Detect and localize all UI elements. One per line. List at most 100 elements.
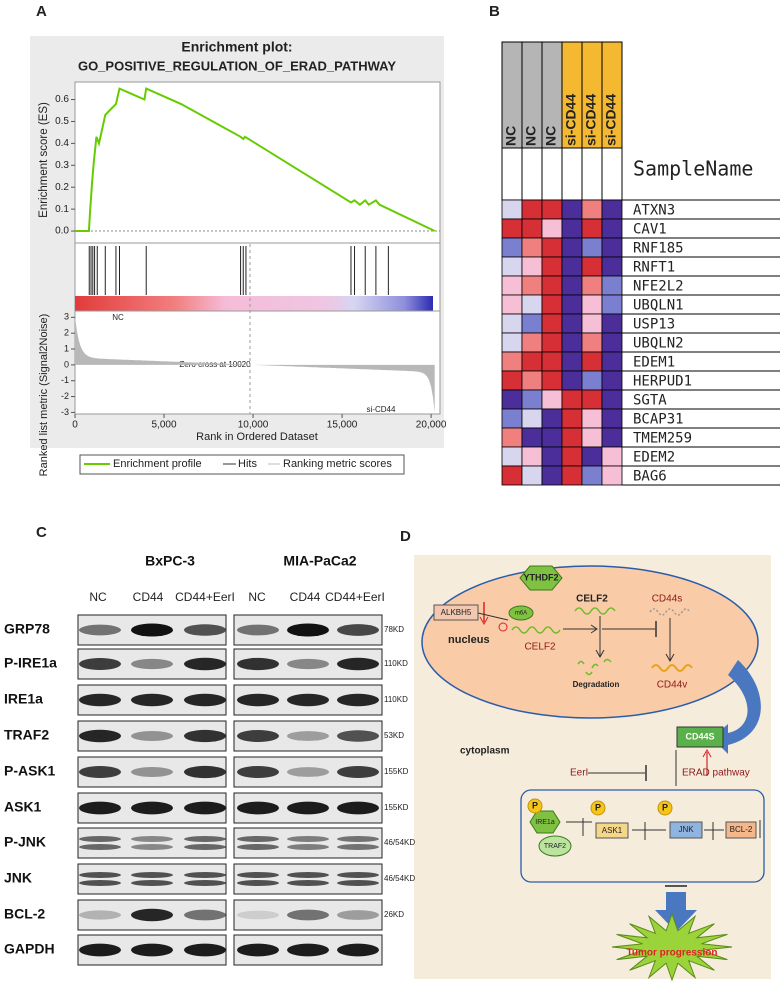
label: IRE1a <box>535 819 555 826</box>
heatmap-cell <box>561 199 583 220</box>
band <box>337 880 379 886</box>
heatmap-cell <box>521 237 543 258</box>
band <box>131 836 173 842</box>
heatmap-cell <box>501 370 523 391</box>
heatmap-cell <box>581 237 603 258</box>
cell-line: MIA-PaCa2 <box>283 553 356 569</box>
heatmap-cell <box>521 199 543 220</box>
mrna <box>651 664 693 672</box>
heatmap-cell <box>501 389 523 410</box>
heatmap-cell <box>581 370 603 391</box>
band <box>131 801 173 815</box>
label: CELF2 <box>576 594 608 605</box>
heatmap-cell <box>561 256 583 277</box>
heatmap-cell <box>501 351 523 372</box>
heatmap-cell <box>561 332 583 353</box>
label: P <box>532 800 538 810</box>
label: CELF2 <box>524 642 556 653</box>
heatmap-cell <box>581 408 603 429</box>
band <box>337 624 379 636</box>
gene-label: RNF185 <box>633 241 684 257</box>
heatmap-cell <box>521 351 543 372</box>
heatmap-cell <box>501 313 523 334</box>
gene-label: UBQLN1 <box>633 298 684 314</box>
gene-label: EDEM2 <box>633 450 675 466</box>
heatmap-cell <box>581 427 603 448</box>
arrow <box>590 624 598 634</box>
column-header-blank <box>521 147 543 201</box>
heatmap-cell <box>521 275 543 296</box>
band <box>184 844 226 850</box>
blot <box>233 899 383 931</box>
y-axis-title: Enrichment score (ES) <box>38 102 50 218</box>
heatmap-cell <box>601 294 623 315</box>
band <box>184 657 226 671</box>
arrow <box>712 660 761 754</box>
band <box>337 801 379 815</box>
heatmap-cell <box>561 427 583 448</box>
heatmap-cell <box>541 427 563 448</box>
column-label: NC <box>503 126 519 146</box>
mw-label: 155KD <box>384 803 409 812</box>
heatmap-cell <box>601 446 623 467</box>
heatmap-cell <box>521 446 543 467</box>
heatmap-cell <box>581 256 603 277</box>
heatmap-cell <box>501 408 523 429</box>
heatmap-cell <box>541 313 563 334</box>
y-tick-label: 0.0 <box>55 226 69 237</box>
heatmap-cell <box>561 351 583 372</box>
mw-label: 53KD <box>384 731 404 740</box>
gene-label: USP13 <box>633 317 675 333</box>
band <box>337 910 379 920</box>
heatmap-cell <box>561 313 583 334</box>
heatmap-cell <box>521 465 543 486</box>
band <box>337 730 379 742</box>
band <box>237 657 279 671</box>
band <box>287 943 329 957</box>
heatmap-cell <box>601 313 623 334</box>
lane-label: CD44 <box>133 590 164 604</box>
annotation: NC <box>112 313 124 322</box>
band <box>79 729 121 743</box>
heatmap-cell <box>541 218 563 239</box>
mw-label: 46/54KD <box>384 874 415 883</box>
x-tick-label: 5,000 <box>152 420 177 431</box>
band <box>337 844 379 850</box>
band <box>131 693 173 707</box>
band <box>287 836 329 842</box>
band <box>287 801 329 815</box>
heatmap-cell <box>541 370 563 391</box>
protein-shape <box>508 605 534 621</box>
heatmap-cell <box>561 408 583 429</box>
band <box>287 909 329 921</box>
band <box>79 693 121 707</box>
band <box>237 624 279 636</box>
mw-label: 26KD <box>384 910 404 919</box>
band <box>287 731 329 741</box>
blot <box>233 863 383 895</box>
label: ALKBH5 <box>441 608 472 617</box>
ranking-metric-area <box>75 317 435 413</box>
band <box>131 844 173 850</box>
protein-label: JNK <box>4 870 32 886</box>
gene-label: NFE2L2 <box>633 279 684 295</box>
fragments <box>577 658 612 676</box>
protein-box <box>725 821 757 839</box>
band <box>237 801 279 815</box>
y-tick-label: 2 <box>64 328 69 338</box>
heatmap-cell <box>601 332 623 353</box>
label: nucleus <box>448 634 490 646</box>
heatmap-cell <box>501 199 523 220</box>
y-tick-label: 0.2 <box>55 182 69 193</box>
heatmap-cell <box>501 275 523 296</box>
legend <box>79 454 405 475</box>
lane-label: NC <box>248 590 266 604</box>
band <box>79 766 121 778</box>
band <box>237 766 279 778</box>
cell-line: BxPC-3 <box>145 553 195 569</box>
x-tick-label: 0 <box>72 420 78 431</box>
x-axis-title: Rank in Ordered Dataset <box>196 431 318 443</box>
band <box>184 693 226 707</box>
protein-shape <box>519 565 563 591</box>
heatmap-cell <box>581 351 603 372</box>
